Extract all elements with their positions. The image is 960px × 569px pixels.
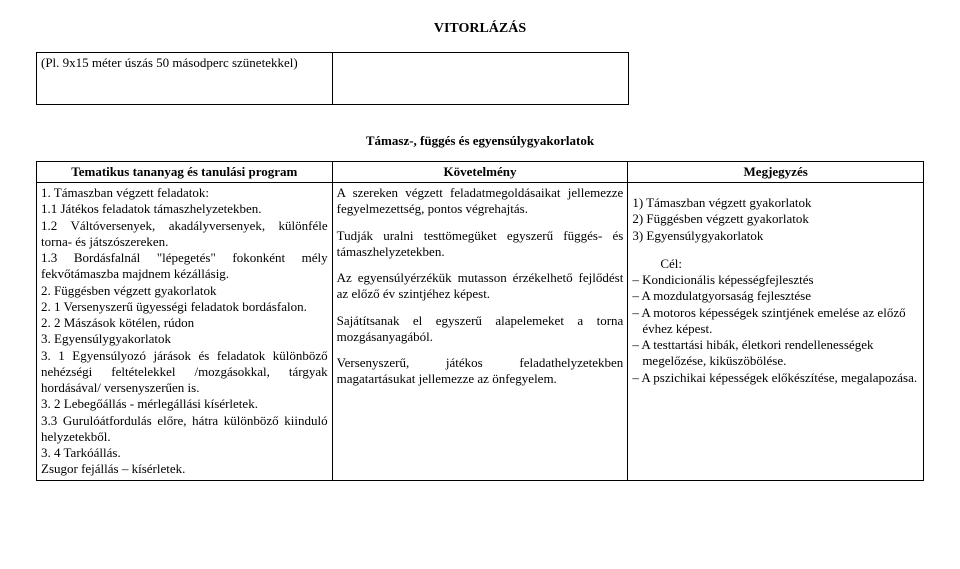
col1-line: Zsugor fejállás – kísérletek. bbox=[41, 461, 328, 477]
document-title: VITORLÁZÁS bbox=[36, 20, 924, 38]
top-table: (Pl. 9x15 méter úszás 50 másodperc szüne… bbox=[36, 52, 924, 105]
col3-cel-item: – A testtartási hibák, életkori rendelle… bbox=[632, 337, 919, 370]
col3-cel-item: – A motoros képességek szintjének emelés… bbox=[632, 305, 919, 338]
col1-line: 3. 4 Tarkóállás. bbox=[41, 445, 328, 461]
col1-line: 3.3 Gurulóátfordulás előre, hátra különb… bbox=[41, 413, 328, 446]
col2-para: Tudják uralni testtömegüket egyszerű füg… bbox=[337, 228, 624, 261]
header-col3: Megjegyzés bbox=[628, 161, 924, 182]
col3-line: 1) Támaszban végzett gyakorlatok bbox=[632, 195, 919, 211]
content-col3: 1) Támaszban végzett gyakorlatok 2) Függ… bbox=[628, 183, 924, 481]
col1-list: 1. Támaszban végzett feladatok: 1.1 Játé… bbox=[41, 185, 328, 478]
top-table-left-cell: (Pl. 9x15 méter úszás 50 másodperc szüne… bbox=[37, 52, 333, 104]
col1-line: 3. 2 Lebegőállás - mérlegállási kísérlet… bbox=[41, 396, 328, 412]
col3-top-list: 1) Támaszban végzett gyakorlatok 2) Függ… bbox=[632, 195, 919, 244]
col2-para: Az egyensúlyérzékük mutasson érzékelhető… bbox=[337, 270, 624, 303]
col1-line: 1. Támaszban végzett feladatok: bbox=[41, 185, 328, 201]
header-col1: Tematikus tananyag és tanulási program bbox=[37, 161, 333, 182]
col2-para: Versenyszerű, játékos feladathelyzetekbe… bbox=[337, 355, 624, 388]
col1-line: 2. 2 Mászások kötélen, rúdon bbox=[41, 315, 328, 331]
top-table-mid-cell bbox=[332, 52, 628, 104]
col3-cel-item: – Kondicionális képességfejlesztés bbox=[632, 272, 919, 288]
col1-line: 3. 1 Egyensúlyozó járások és feladatok k… bbox=[41, 348, 328, 397]
col1-line: 2. 1 Versenyszerű ügyességi feladatok bo… bbox=[41, 299, 328, 315]
col1-line: 2. Függésben végzett gyakorlatok bbox=[41, 283, 328, 299]
col3-line: 2) Függésben végzett gyakorlatok bbox=[632, 211, 919, 227]
col3-cel-list: – Kondicionális képességfejlesztés – A m… bbox=[632, 272, 919, 386]
cel-label: Cél: bbox=[632, 256, 919, 272]
main-table: Tematikus tananyag és tanulási program K… bbox=[36, 161, 924, 481]
col1-line: 1.2 Váltóversenyek, akadályversenyek, kü… bbox=[41, 218, 328, 251]
top-table-empty-cell bbox=[628, 52, 924, 104]
col1-line: 3. Egyensúlygyakorlatok bbox=[41, 331, 328, 347]
col1-line: 1.3 Bordásfalnál "lépegetés" fokonként m… bbox=[41, 250, 328, 283]
subsection-title: Támasz-, függés és egyensúlygyakorlatok bbox=[36, 105, 924, 161]
col3-cel-item: – A mozdulatgyorsaság fejlesztése bbox=[632, 288, 919, 304]
content-col2: A szereken végzett feladatmegoldásaikat … bbox=[332, 183, 628, 481]
content-col1: 1. Támaszban végzett feladatok: 1.1 Játé… bbox=[37, 183, 333, 481]
col2-para: Sajátítsanak el egyszerű alapelemeket a … bbox=[337, 313, 624, 346]
col2-para: A szereken végzett feladatmegoldásaikat … bbox=[337, 185, 624, 218]
col3-cel-item: – A pszichikai képességek előkészítése, … bbox=[632, 370, 919, 386]
col3-line: 3) Egyensúlygyakorlatok bbox=[632, 228, 919, 244]
header-col2: Követelmény bbox=[332, 161, 628, 182]
col1-line: 1.1 Játékos feladatok támaszhelyzetekben… bbox=[41, 201, 328, 217]
